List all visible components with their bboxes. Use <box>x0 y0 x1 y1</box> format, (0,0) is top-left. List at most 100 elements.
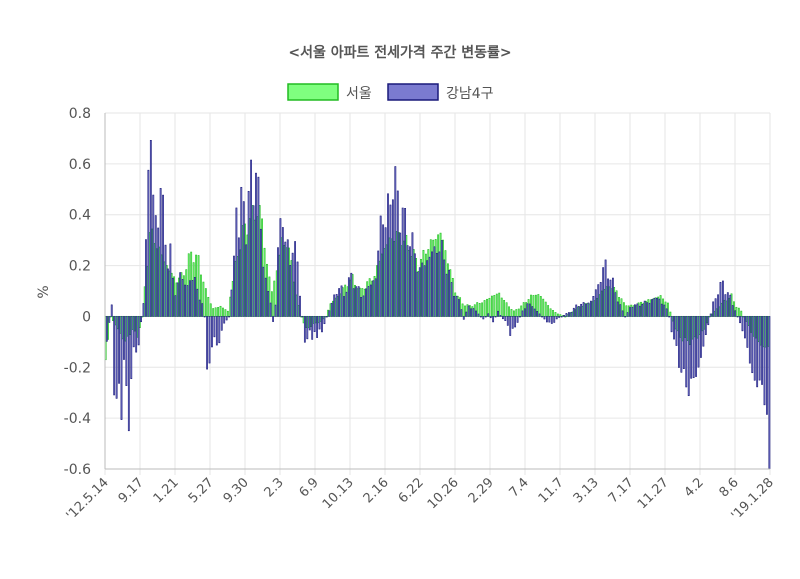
axes <box>104 113 770 470</box>
bar-gangnam <box>555 316 558 320</box>
legend-swatch-gangnam <box>387 83 439 101</box>
bar-gangnam <box>572 307 575 317</box>
bar-seoul <box>740 310 743 317</box>
y-tick-label: 0.4 <box>69 208 91 224</box>
bar-gangnam <box>404 208 407 317</box>
legend: 서울 강남4구 <box>287 83 494 102</box>
bar-seoul <box>222 307 224 317</box>
bar-gangnam <box>120 316 123 420</box>
bar-gangnam <box>487 313 490 317</box>
bar-gangnam <box>284 241 287 317</box>
bar-gangnam <box>567 312 570 317</box>
bar-gangnam <box>220 316 223 331</box>
bar-gangnam <box>597 284 600 317</box>
bar-seoul <box>493 295 496 317</box>
bar-gangnam <box>245 244 248 317</box>
bar-gangnam <box>467 305 470 317</box>
bar-gangnam <box>460 309 463 317</box>
bar-gangnam <box>582 302 585 317</box>
bar-gangnam <box>499 315 502 317</box>
x-tick-label: 6.9 <box>297 475 322 500</box>
bar-gangnam <box>394 166 397 317</box>
bar-gangnam <box>739 316 741 324</box>
bar-gangnam <box>426 260 429 317</box>
bar-gangnam <box>355 286 358 317</box>
bar-gangnam <box>648 302 651 317</box>
bar-gangnam <box>198 299 201 317</box>
legend-swatch-seoul <box>287 83 339 101</box>
bar-gangnam <box>599 282 602 317</box>
bar-gangnam <box>257 176 260 317</box>
legend-label-gangnam: 강남4구 <box>446 86 494 102</box>
bar-gangnam <box>431 251 433 317</box>
bar-gangnam <box>274 304 277 317</box>
bar-gangnam <box>306 316 309 340</box>
x-tick-label: 2.29 <box>466 475 497 506</box>
bar-gangnam <box>558 316 561 318</box>
bar-gangnam <box>729 294 732 317</box>
bar-gangnam <box>448 269 451 317</box>
bar-gangnam <box>169 243 172 317</box>
bar-seoul <box>544 301 547 317</box>
bar-gangnam <box>333 294 336 317</box>
bar-gangnam <box>255 172 257 317</box>
bar-gangnam <box>428 256 431 317</box>
bar-gangnam <box>223 316 226 324</box>
bar-gangnam <box>700 316 702 358</box>
x-tick-label: 4.2 <box>682 475 707 500</box>
bar-gangnam <box>108 316 111 323</box>
bar-gangnam <box>174 295 177 317</box>
bar-gangnam <box>196 288 199 317</box>
bar-gangnam <box>409 246 411 317</box>
bar-gangnam <box>406 245 409 317</box>
bar-gangnam <box>347 277 350 317</box>
bar-gangnam <box>482 316 485 320</box>
bar-seoul <box>556 313 559 317</box>
bar-gangnam <box>719 282 722 317</box>
bar-gangnam <box>171 277 174 317</box>
bar-gangnam <box>176 282 179 317</box>
x-tick-label: 7.4 <box>507 475 532 500</box>
bar-gangnam <box>678 316 680 368</box>
bar-gangnam <box>225 316 228 321</box>
bar-gangnam <box>228 316 230 318</box>
bar-gangnam <box>709 313 712 317</box>
bar-gangnam <box>472 308 475 317</box>
bar-gangnam <box>536 311 539 317</box>
bar-gangnam <box>545 316 548 323</box>
bar-gangnam <box>724 294 727 317</box>
bar-gangnam <box>504 316 507 321</box>
legend-item-seoul[interactable]: 서울 <box>287 83 372 102</box>
bar-gangnam <box>604 259 607 317</box>
bar-gangnam <box>242 201 245 317</box>
bar-gangnam <box>391 199 394 317</box>
bar-seoul <box>559 314 562 317</box>
bar-gangnam <box>626 312 629 317</box>
bar-gangnam <box>340 285 343 317</box>
x-tick-label: 3.13 <box>571 475 602 506</box>
bar-gangnam <box>609 279 612 317</box>
bar-gangnam <box>345 291 348 317</box>
legend-label-seoul: 서울 <box>346 86 372 102</box>
bar-gangnam <box>651 299 653 317</box>
legend-item-gangnam[interactable]: 강남4구 <box>387 83 494 102</box>
bar-gangnam <box>673 316 675 340</box>
bar-gangnam <box>362 295 365 317</box>
bar-seoul <box>273 280 276 317</box>
bar-gangnam <box>252 205 255 317</box>
bar-gangnam <box>279 218 282 317</box>
bar-gangnam <box>372 280 375 317</box>
bar-gangnam <box>445 273 448 317</box>
bar-gangnam <box>296 261 299 317</box>
bar-seoul <box>226 310 229 317</box>
y-tick-label: -0.2 <box>64 360 91 376</box>
bar-gangnam <box>734 310 737 317</box>
bar-gangnam <box>670 316 673 333</box>
bar-gangnam <box>308 316 311 331</box>
bar-gangnam <box>753 316 756 381</box>
bar-gangnam <box>570 312 573 317</box>
bar-gangnam <box>541 316 543 318</box>
bar-gangnam <box>191 280 194 317</box>
bar-gangnam <box>565 313 568 317</box>
bar-seoul <box>488 297 491 317</box>
